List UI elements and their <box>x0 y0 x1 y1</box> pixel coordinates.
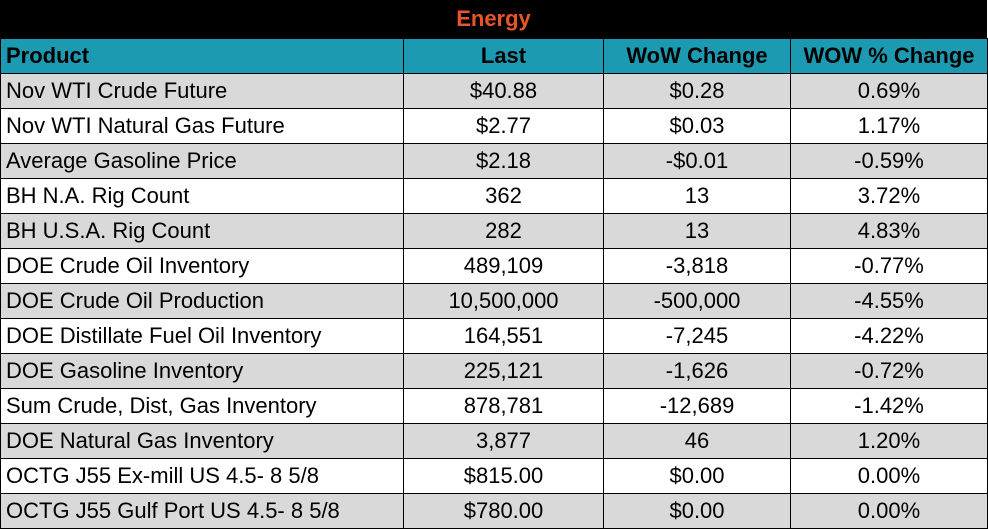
cell-product: DOE Gasoline Inventory <box>0 353 404 389</box>
cell-last: 282 <box>403 213 604 249</box>
table-row: Nov WTI Crude Future $40.88 $0.28 0.69% <box>0 73 988 109</box>
column-header-product: Product <box>0 38 404 74</box>
cell-wow-pct-change: 1.17% <box>790 108 988 144</box>
cell-wow-change: $0.00 <box>603 458 791 494</box>
header-row: Product Last WoW Change WOW % Change <box>0 38 988 74</box>
cell-wow-change: 13 <box>603 178 791 214</box>
table-row: DOE Distillate Fuel Oil Inventory 164,55… <box>0 318 988 354</box>
cell-product: OCTG J55 Ex-mill US 4.5- 8 5/8 <box>0 458 404 494</box>
cell-last: 489,109 <box>403 248 604 284</box>
cell-last: $40.88 <box>403 73 604 109</box>
table-row: BH N.A. Rig Count 362 13 3.72% <box>0 178 988 214</box>
cell-last: 878,781 <box>403 388 604 424</box>
cell-product: Nov WTI Natural Gas Future <box>0 108 404 144</box>
cell-wow-change: -3,818 <box>603 248 791 284</box>
cell-wow-change: 46 <box>603 423 791 459</box>
cell-last: 10,500,000 <box>403 283 604 319</box>
cell-product: DOE Crude Oil Inventory <box>0 248 404 284</box>
cell-product: OCTG J55 Gulf Port US 4.5- 8 5/8 <box>0 493 404 529</box>
cell-product: BH N.A. Rig Count <box>0 178 404 214</box>
cell-wow-pct-change: 4.83% <box>790 213 988 249</box>
cell-product: DOE Crude Oil Production <box>0 283 404 319</box>
table-row: Average Gasoline Price $2.18 -$0.01 -0.5… <box>0 143 988 179</box>
cell-last: $2.18 <box>403 143 604 179</box>
table-row: OCTG J55 Ex-mill US 4.5- 8 5/8 $815.00 $… <box>0 458 988 494</box>
cell-wow-pct-change: 0.00% <box>790 493 988 529</box>
cell-last: $815.00 <box>403 458 604 494</box>
table-row: DOE Gasoline Inventory 225,121 -1,626 -0… <box>0 353 988 389</box>
cell-wow-pct-change: 1.20% <box>790 423 988 459</box>
cell-last: $780.00 <box>403 493 604 529</box>
cell-wow-change: -7,245 <box>603 318 791 354</box>
energy-table: Product Last WoW Change WOW % Change Nov… <box>0 38 988 529</box>
cell-last: 225,121 <box>403 353 604 389</box>
cell-product: Sum Crude, Dist, Gas Inventory <box>0 388 404 424</box>
table-row: BH U.S.A. Rig Count 282 13 4.83% <box>0 213 988 249</box>
cell-wow-pct-change: 0.00% <box>790 458 988 494</box>
cell-product: Nov WTI Crude Future <box>0 73 404 109</box>
cell-product: DOE Distillate Fuel Oil Inventory <box>0 318 404 354</box>
cell-wow-change: $0.28 <box>603 73 791 109</box>
column-header-last: Last <box>403 38 604 74</box>
cell-product: BH U.S.A. Rig Count <box>0 213 404 249</box>
table-row: DOE Crude Oil Inventory 489,109 -3,818 -… <box>0 248 988 284</box>
cell-last: $2.77 <box>403 108 604 144</box>
cell-wow-pct-change: -1.42% <box>790 388 988 424</box>
cell-wow-change: $0.00 <box>603 493 791 529</box>
cell-wow-change: -12,689 <box>603 388 791 424</box>
cell-wow-change: -$0.01 <box>603 143 791 179</box>
cell-wow-change: $0.03 <box>603 108 791 144</box>
column-header-wow-pct-change: WOW % Change <box>790 38 988 74</box>
cell-wow-change: -1,626 <box>603 353 791 389</box>
cell-product: Average Gasoline Price <box>0 143 404 179</box>
table-header: Product Last WoW Change WOW % Change <box>0 38 988 74</box>
table-body: Nov WTI Crude Future $40.88 $0.28 0.69% … <box>0 73 988 529</box>
table-row: Sum Crude, Dist, Gas Inventory 878,781 -… <box>0 388 988 424</box>
cell-wow-change: -500,000 <box>603 283 791 319</box>
cell-last: 164,551 <box>403 318 604 354</box>
table-title: Energy <box>0 0 987 38</box>
cell-wow-change: 13 <box>603 213 791 249</box>
cell-wow-pct-change: -4.55% <box>790 283 988 319</box>
column-header-wow-change: WoW Change <box>603 38 791 74</box>
cell-last: 362 <box>403 178 604 214</box>
cell-wow-pct-change: 0.69% <box>790 73 988 109</box>
cell-wow-pct-change: -0.59% <box>790 143 988 179</box>
cell-last: 3,877 <box>403 423 604 459</box>
table-row: DOE Crude Oil Production 10,500,000 -500… <box>0 283 988 319</box>
table-row: DOE Natural Gas Inventory 3,877 46 1.20% <box>0 423 988 459</box>
cell-wow-pct-change: -4.22% <box>790 318 988 354</box>
cell-wow-pct-change: 3.72% <box>790 178 988 214</box>
cell-product: DOE Natural Gas Inventory <box>0 423 404 459</box>
cell-wow-pct-change: -0.72% <box>790 353 988 389</box>
cell-wow-pct-change: -0.77% <box>790 248 988 284</box>
table-row: Nov WTI Natural Gas Future $2.77 $0.03 1… <box>0 108 988 144</box>
table-row: OCTG J55 Gulf Port US 4.5- 8 5/8 $780.00… <box>0 493 988 529</box>
